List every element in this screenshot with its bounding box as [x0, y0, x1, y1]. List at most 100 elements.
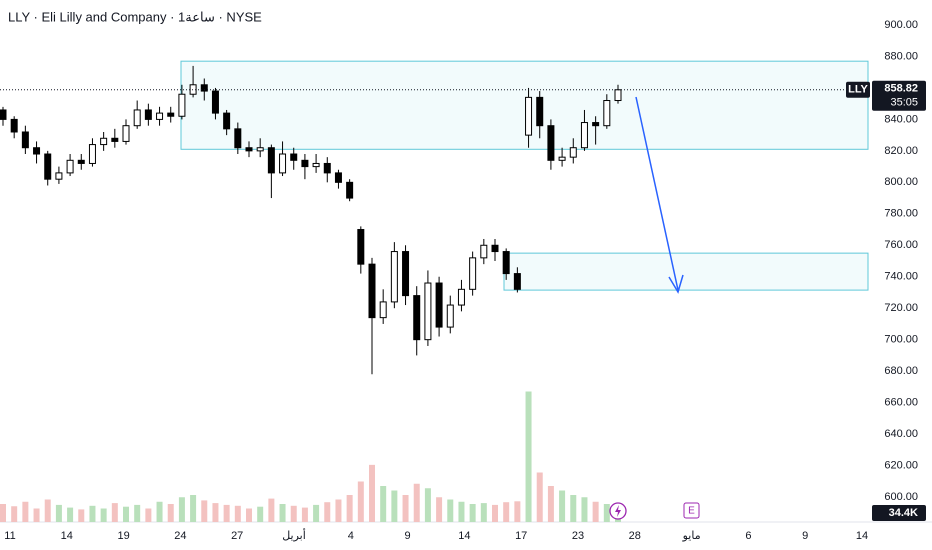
- candle-body: [66, 159, 74, 174]
- y-tick-label: 780.00: [884, 208, 918, 220]
- x-tick-label: 14: [856, 530, 868, 542]
- y-tick-label: 840.00: [884, 113, 918, 125]
- candle-body: [200, 84, 208, 92]
- price-badge: [872, 80, 926, 111]
- volume-bar: [0, 504, 6, 522]
- volume-bar: [525, 391, 532, 522]
- y-tick-label: 800.00: [884, 176, 918, 188]
- candle-body: [413, 295, 421, 341]
- candle-body: [491, 244, 499, 253]
- volume-bar: [357, 481, 364, 522]
- candle-body: [346, 181, 354, 199]
- chart-title: LLY · Eli Lilly and Company · 1ساعة · NY…: [8, 9, 262, 24]
- volume-bar: [391, 490, 398, 522]
- volume-bar: [67, 507, 74, 522]
- volume-bar: [559, 490, 566, 522]
- x-tick-label: 19: [117, 530, 129, 542]
- volume-bar: [413, 483, 420, 522]
- volume-bar: [201, 500, 208, 522]
- volume-bar: [11, 506, 18, 522]
- symbol-label: LLY: [848, 84, 868, 96]
- y-tick-label: 620.00: [884, 459, 918, 471]
- candle-body: [334, 172, 342, 183]
- x-tick-label: 14: [458, 530, 470, 542]
- x-tick-label: 23: [572, 530, 584, 542]
- volume-bar: [223, 504, 230, 522]
- candle-body: [21, 131, 29, 149]
- y-tick-label: 600.00: [884, 491, 918, 503]
- volume-bar: [570, 495, 577, 522]
- symbol-badge: [846, 81, 870, 98]
- candle-body: [301, 159, 309, 168]
- y-tick-label: 700.00: [884, 334, 918, 346]
- volume-bar: [123, 506, 129, 522]
- candle-body: [267, 147, 275, 174]
- candle-body: [211, 90, 219, 114]
- volume-bar: [514, 501, 521, 522]
- volume-bar: [492, 504, 498, 522]
- candle-body: [457, 288, 465, 306]
- volume-bar: [44, 499, 51, 522]
- candle-body: [111, 137, 119, 142]
- volume-bar: [503, 502, 510, 522]
- volume-bar: [167, 504, 174, 522]
- volume-bar: [100, 508, 107, 522]
- candle-body: [44, 153, 52, 180]
- candle-body: [178, 93, 186, 117]
- volume-bar: [458, 501, 465, 522]
- candle-body: [279, 153, 287, 174]
- candle-body: [223, 112, 231, 130]
- candle-body: [290, 153, 298, 161]
- volume-bar: [279, 504, 286, 522]
- volume-bar: [33, 508, 40, 522]
- volume-bar: [257, 506, 264, 522]
- volume-bar: [324, 502, 331, 522]
- volume-bar: [268, 498, 275, 522]
- x-tick-label: 27: [231, 530, 243, 542]
- y-tick-label: 680.00: [884, 365, 918, 377]
- earnings-icon[interactable]: [683, 502, 700, 519]
- candle-body: [10, 118, 18, 133]
- candle-body: [133, 109, 141, 127]
- volume-bar: [547, 486, 554, 522]
- volume-bar: [603, 504, 610, 522]
- volume-bar: [145, 508, 152, 522]
- volume-bar: [380, 486, 387, 522]
- x-tick-label: 14: [61, 530, 73, 542]
- volume-bar: [346, 495, 353, 522]
- candle-body: [446, 304, 454, 328]
- x-tick-label: مايو: [682, 530, 701, 542]
- candle-body: [122, 125, 130, 142]
- volume-bar: [89, 505, 96, 522]
- y-tick-label: 880.00: [884, 50, 918, 62]
- candle-body: [379, 301, 387, 319]
- x-tick-label: 17: [515, 530, 527, 542]
- volume-bar: [290, 505, 297, 522]
- volume-bar: [480, 503, 487, 522]
- y-tick-label: 820.00: [884, 145, 918, 157]
- volume-bar: [402, 495, 409, 522]
- candle-body: [536, 96, 544, 127]
- candle-body: [402, 251, 410, 297]
- y-tick-label: 720.00: [884, 302, 918, 314]
- volume-bar: [178, 497, 185, 522]
- candle-body: [390, 251, 398, 303]
- y-tick-label: 640.00: [884, 428, 918, 440]
- candle-body: [144, 109, 152, 120]
- volume-bar: [246, 508, 252, 522]
- candle-body: [513, 273, 521, 290]
- volume-bar: [156, 501, 163, 522]
- volume-bar: [212, 503, 219, 522]
- candle-body: [525, 96, 533, 136]
- volume-bar: [436, 497, 443, 522]
- y-tick-label: 660.00: [884, 397, 918, 409]
- volume-bar: [592, 501, 599, 522]
- countdown-label: 35:05: [890, 97, 918, 109]
- volume-bar: [313, 504, 320, 522]
- volume-bar: [55, 504, 62, 522]
- candle-body: [502, 251, 510, 275]
- candle-body: [569, 147, 577, 158]
- zone: [180, 60, 869, 150]
- volume-bar: [536, 472, 543, 522]
